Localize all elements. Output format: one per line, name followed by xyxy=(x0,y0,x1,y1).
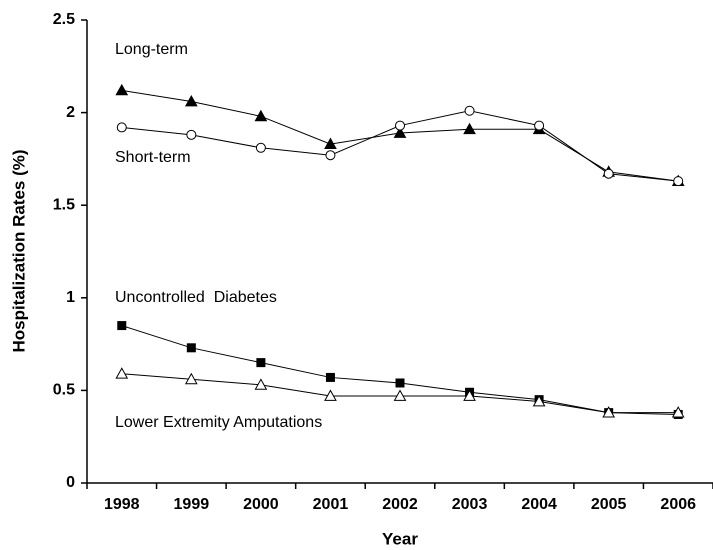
x-tick-label: 2000 xyxy=(243,496,279,513)
marker xyxy=(256,358,266,368)
marker xyxy=(115,367,129,379)
marker xyxy=(184,94,198,107)
marker xyxy=(602,406,616,418)
series-label: Lower Extremity Amputations xyxy=(115,414,322,431)
marker xyxy=(117,321,127,331)
y-tick-label: 2 xyxy=(66,104,75,121)
y-tick-label: 1.5 xyxy=(53,196,75,213)
x-tick-label: 2002 xyxy=(382,496,418,513)
y-tick-label: 1 xyxy=(66,289,75,306)
x-tick-label: 2005 xyxy=(591,496,627,513)
x-tick-label: 2001 xyxy=(313,496,349,513)
marker xyxy=(393,126,407,138)
x-tick-label: 1998 xyxy=(104,496,140,513)
marker xyxy=(673,176,684,187)
marker xyxy=(325,150,336,161)
marker xyxy=(184,372,198,385)
series-label: Uncontrolled Diabetes xyxy=(115,289,277,306)
marker xyxy=(325,372,335,382)
series-label: Long-term xyxy=(115,41,188,58)
marker xyxy=(116,122,127,133)
marker xyxy=(186,129,197,140)
marker xyxy=(395,120,405,131)
marker xyxy=(395,378,405,388)
x-tick-label: 2006 xyxy=(660,496,696,513)
marker xyxy=(463,389,476,401)
marker xyxy=(532,394,546,407)
marker xyxy=(324,389,337,401)
marker xyxy=(463,122,476,135)
marker xyxy=(671,406,685,418)
marker xyxy=(324,137,337,149)
marker xyxy=(255,142,266,153)
x-tick-label: 2003 xyxy=(452,496,488,513)
y-tick-label: 0.5 xyxy=(53,382,75,399)
marker xyxy=(603,168,614,179)
series-line xyxy=(121,325,679,415)
marker xyxy=(115,83,129,96)
x-tick-label: 1999 xyxy=(174,496,210,513)
x-axis-title: Year xyxy=(382,529,418,548)
marker xyxy=(254,109,268,122)
marker xyxy=(186,343,196,353)
y-tick-label: 0 xyxy=(66,474,75,491)
marker xyxy=(393,389,407,401)
marker xyxy=(254,378,268,390)
marker xyxy=(534,120,545,131)
x-tick-label: 2004 xyxy=(521,496,557,513)
marker xyxy=(464,105,475,116)
y-tick-label: 2.5 xyxy=(53,11,75,28)
series-label: Short-term xyxy=(115,149,191,166)
y-axis-title: Hospitalization Rates (%) xyxy=(9,149,28,352)
